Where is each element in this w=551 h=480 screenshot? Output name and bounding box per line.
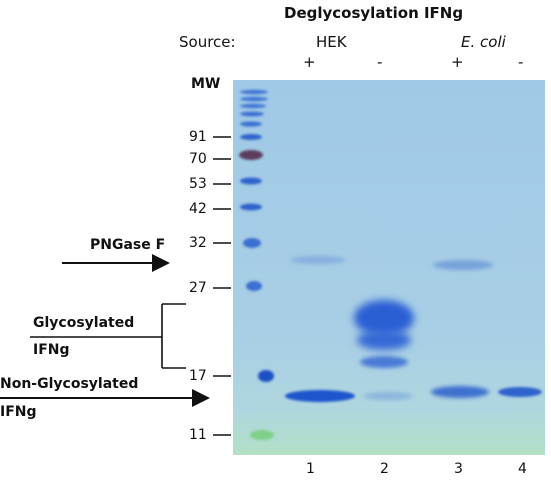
band-lane1: [285, 390, 355, 402]
lane-label-2: 2: [380, 461, 389, 477]
mw-label-53: 53: [189, 176, 207, 192]
ladder-band-32: [243, 238, 261, 248]
ladder-lane: [239, 89, 274, 440]
sample-bands: [285, 256, 542, 402]
source-hek: HEK: [316, 33, 347, 51]
lane-label-1: 1: [306, 461, 315, 477]
ladder-band-42: [240, 203, 262, 211]
ladder-band-17: [258, 370, 274, 382]
ladder-band: [240, 111, 264, 117]
pngase-arrow: [62, 254, 170, 272]
ladder-band: [240, 89, 268, 95]
mw-ticks: [213, 136, 231, 436]
treatment-lane4: -: [518, 53, 524, 71]
glycosylated-label-2: IFNg: [33, 342, 70, 358]
ladder-band: [240, 96, 268, 102]
ladder-band-53: [240, 177, 262, 185]
glycosylated-label-1: Glycosylated: [33, 315, 135, 331]
ladder-band: [240, 121, 262, 127]
glycosylated-bracket: [30, 303, 186, 369]
mw-label-70: 70: [189, 151, 207, 167]
treatment-lane1: +: [303, 53, 316, 71]
mw-label-27: 27: [189, 280, 207, 296]
mw-label-42: 42: [189, 201, 207, 217]
lane-label-3: 3: [454, 461, 463, 477]
ladder-dye-front: [250, 430, 274, 440]
band-lane4: [498, 387, 542, 397]
ladder-band: [240, 103, 266, 109]
ladder-band-27: [246, 281, 262, 291]
mw-label-17: 17: [189, 368, 207, 384]
pngase-band-lane3: [433, 260, 493, 270]
mw-label-91: 91: [189, 129, 207, 145]
glyco-band-lower-lane2: [360, 356, 408, 368]
pngase-label: PNGase F: [90, 237, 166, 253]
figure-title: Deglycosylation IFNg: [284, 4, 464, 22]
mw-label-32: 32: [189, 235, 207, 251]
mw-label-11: 11: [189, 427, 207, 443]
nonglycosylated-arrow: [0, 389, 210, 407]
pngase-band-lane1: [290, 256, 346, 264]
band-lane3: [431, 386, 489, 398]
ladder-band-70: [239, 150, 263, 160]
nonglycosylated-label-1: Non-Glycosylated: [0, 376, 139, 392]
source-ecoli: E. coli: [461, 33, 506, 51]
ladder-band-91: [240, 134, 262, 140]
glyco-smear-lane2: [354, 300, 414, 336]
mw-header: MW: [191, 76, 221, 92]
treatment-lane2: -: [377, 53, 383, 71]
nonglycosylated-label-2: IFNg: [0, 404, 37, 420]
treatment-lane3: +: [451, 53, 464, 71]
source-label: Source:: [179, 33, 236, 51]
lane-label-4: 4: [518, 461, 527, 477]
